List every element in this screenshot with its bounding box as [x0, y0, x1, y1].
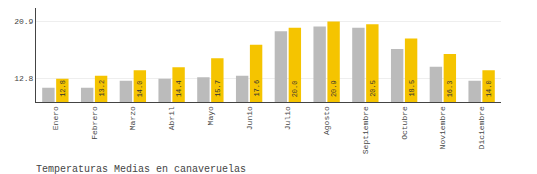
svg-text:16.3: 16.3	[446, 81, 454, 98]
svg-text:Marzo: Marzo	[128, 106, 137, 130]
svg-text:Julio: Julio	[283, 106, 292, 130]
svg-text:13.2: 13.2	[98, 80, 106, 97]
svg-text:Agosto: Agosto	[322, 106, 331, 135]
svg-text:Diciembre: Diciembre	[477, 106, 486, 149]
svg-text:14.4: 14.4	[175, 80, 183, 97]
svg-text:20.9: 20.9	[330, 80, 338, 97]
svg-text:17.6: 17.6	[253, 80, 261, 97]
svg-text:Febrero: Febrero	[90, 106, 99, 140]
svg-text:12.8: 12.8	[59, 80, 67, 97]
svg-text:Junio: Junio	[245, 106, 254, 130]
svg-text:Noviembre: Noviembre	[438, 106, 447, 149]
svg-text:Abril: Abril	[167, 106, 176, 130]
svg-text:Mayo: Mayo	[206, 106, 215, 125]
svg-text:Octubre: Octubre	[400, 106, 409, 140]
svg-text:12.8: 12.8	[14, 74, 33, 83]
svg-text:Enero: Enero	[51, 106, 60, 130]
svg-text:14.0: 14.0	[136, 81, 144, 98]
svg-text:20.0: 20.0	[291, 81, 299, 98]
svg-text:Temperaturas Medias en canaver: Temperaturas Medias en canaveruelas	[36, 164, 246, 174]
svg-text:Septiembre: Septiembre	[361, 106, 370, 154]
svg-text:15.7: 15.7	[214, 80, 222, 97]
svg-text:18.5: 18.5	[408, 80, 416, 97]
svg-text:20.9: 20.9	[14, 17, 33, 26]
svg-text:14.0: 14.0	[485, 80, 493, 97]
svg-text:20.5: 20.5	[369, 80, 377, 97]
